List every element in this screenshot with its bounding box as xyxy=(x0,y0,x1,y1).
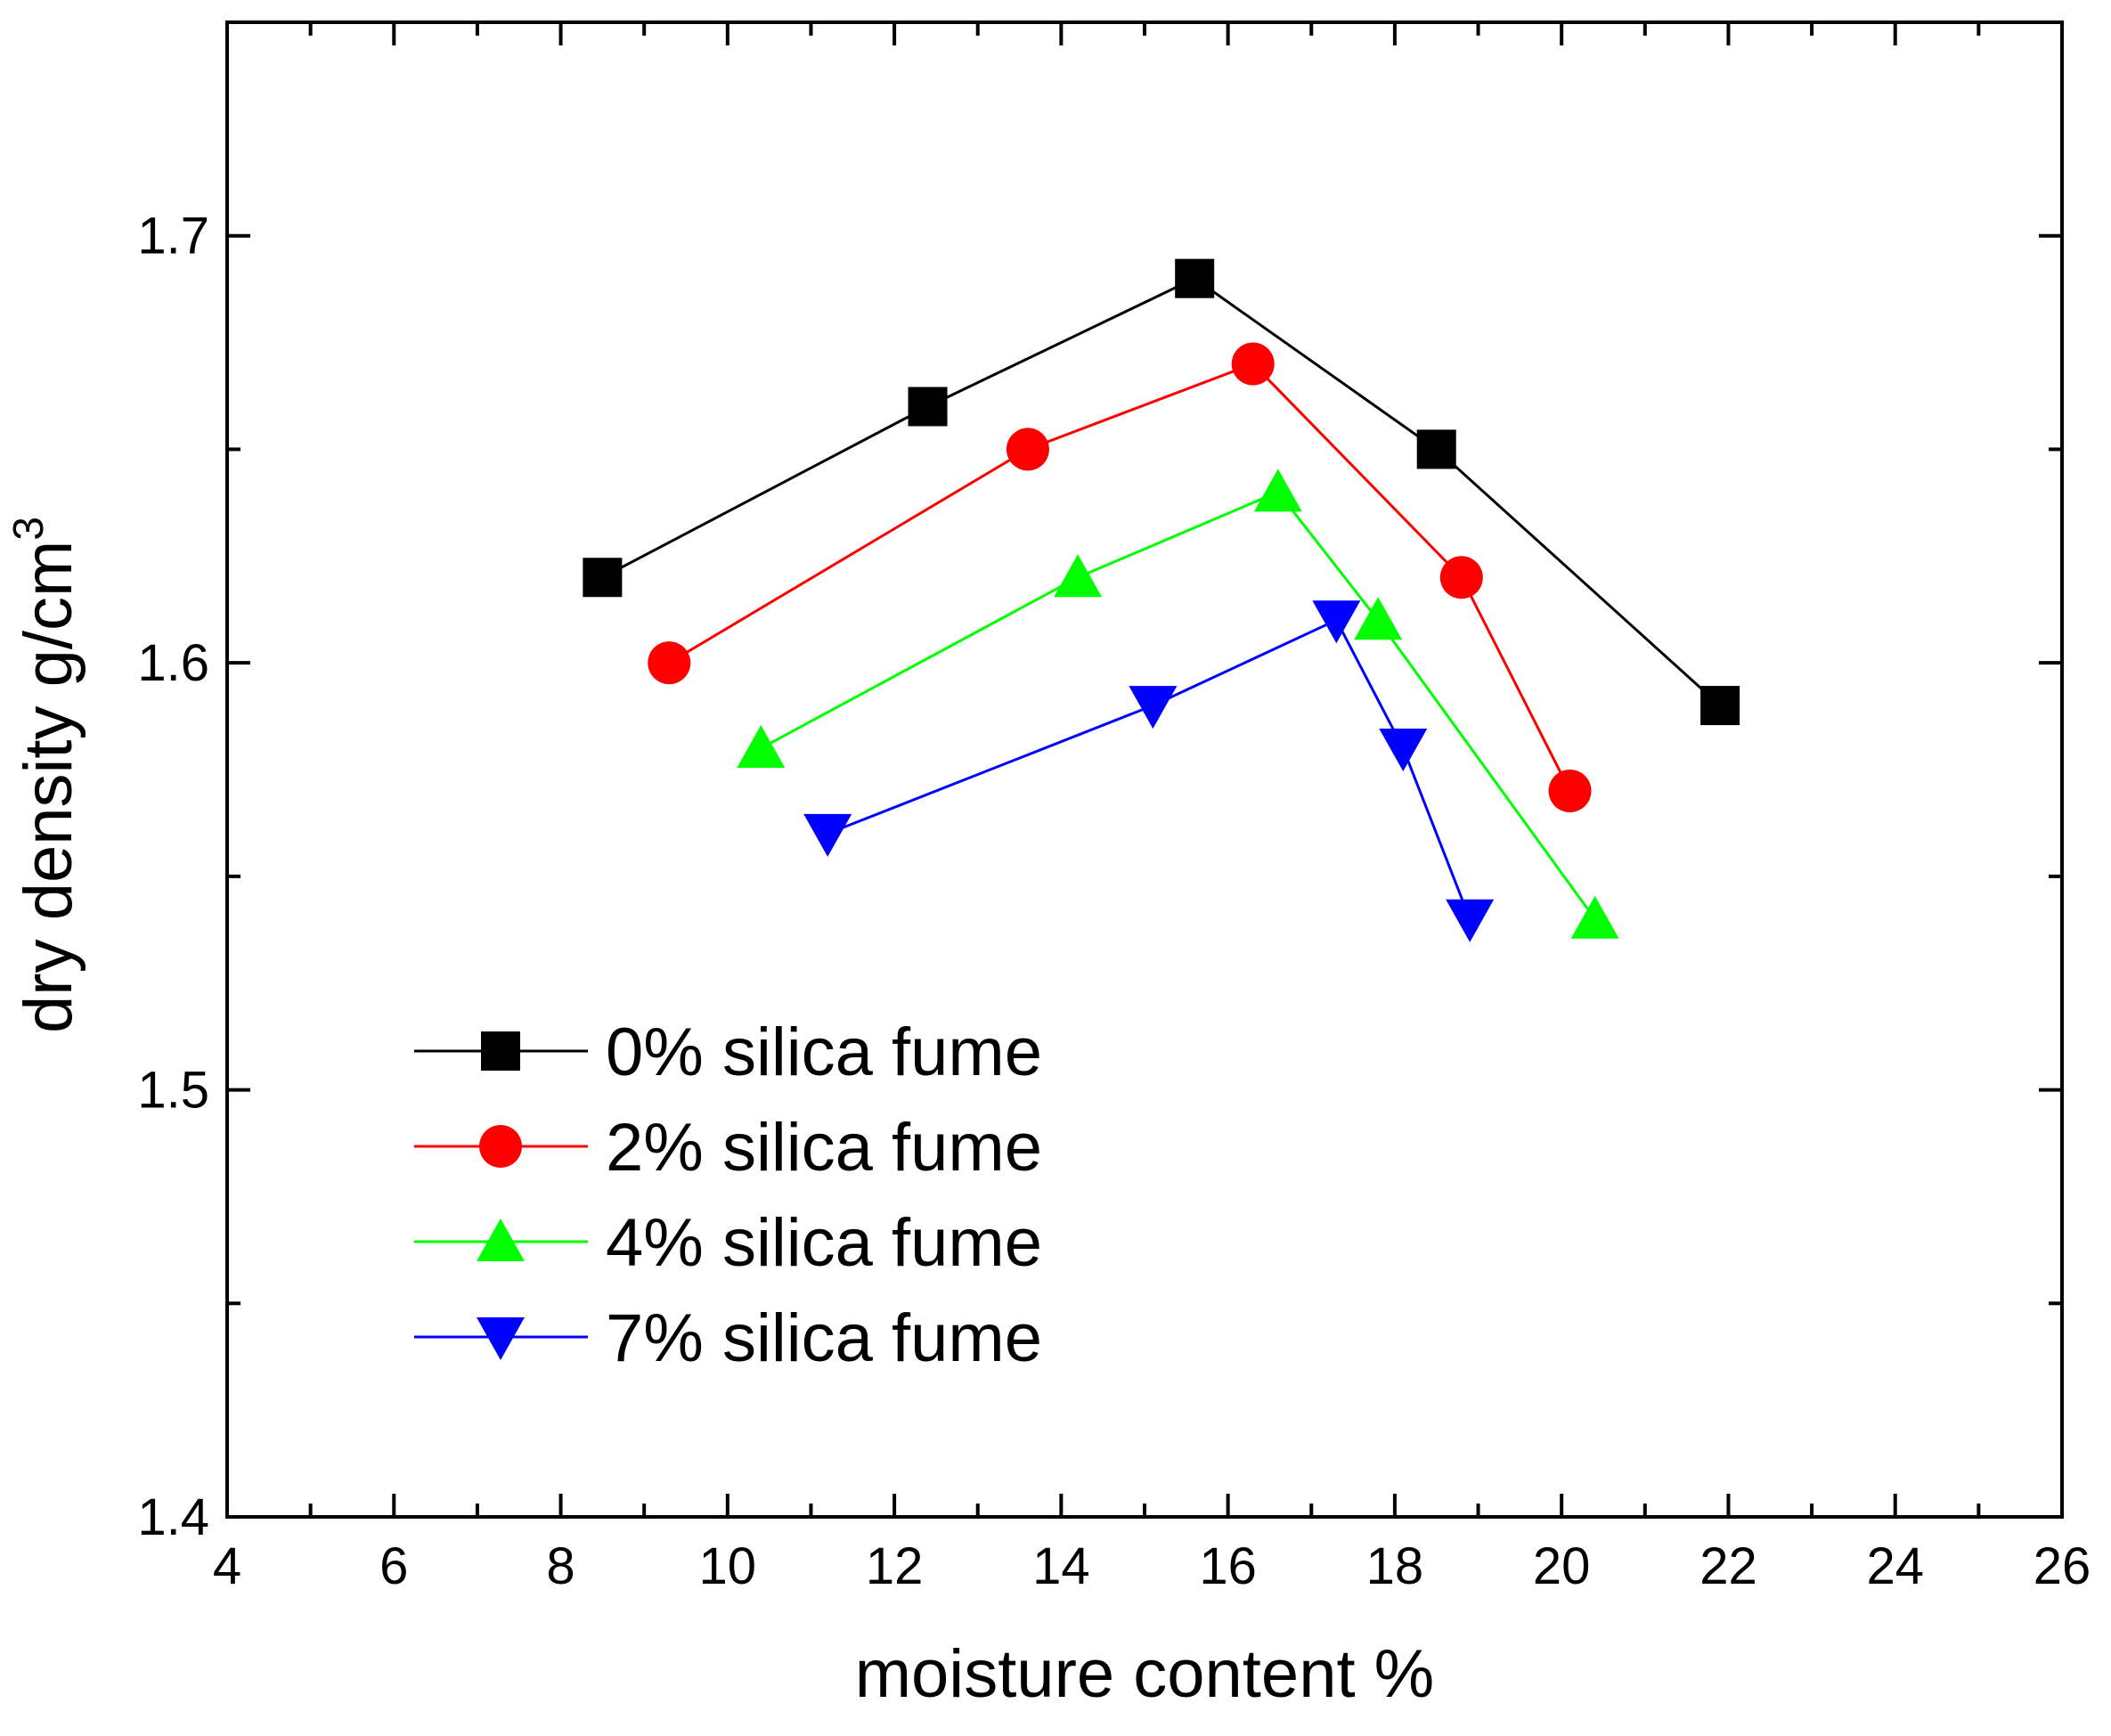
data-point xyxy=(1312,600,1361,644)
x-tick-label: 12 xyxy=(866,1537,924,1595)
series-3 xyxy=(803,600,1495,942)
y-tick-label: 1.7 xyxy=(137,208,209,265)
data-point xyxy=(1439,556,1483,599)
x-tick-label: 24 xyxy=(1866,1537,1924,1595)
x-tick-label: 16 xyxy=(1199,1537,1257,1595)
y-tick-label: 1.6 xyxy=(137,634,209,692)
data-point xyxy=(583,558,623,598)
x-tick-label: 10 xyxy=(699,1537,757,1595)
x-axis-ticks xyxy=(225,22,2064,1517)
x-tick-label: 6 xyxy=(379,1537,408,1595)
y-axis-ticks xyxy=(227,233,2062,1519)
series-layer xyxy=(583,258,1740,942)
data-point xyxy=(908,387,948,427)
data-point xyxy=(1253,469,1302,512)
x-tick-label: 8 xyxy=(546,1537,575,1595)
x-tick-label: 18 xyxy=(1366,1537,1424,1595)
data-point xyxy=(1175,258,1215,298)
data-point xyxy=(1548,769,1592,812)
y-axis-label-superscript: 3 xyxy=(5,517,53,541)
legend-marker xyxy=(477,1317,525,1360)
x-axis-label: moisture content % xyxy=(855,1636,1435,1712)
series-0 xyxy=(583,258,1740,726)
legend-marker xyxy=(479,1125,522,1168)
legend-item: 7% silica fume xyxy=(414,1300,1042,1376)
x-tick-label: 20 xyxy=(1533,1537,1591,1595)
y-axis-label-text: dry density g/cm xyxy=(11,541,86,1033)
data-point xyxy=(1006,428,1049,471)
data-point xyxy=(1054,554,1103,598)
data-point xyxy=(737,725,786,769)
legend-label: 7% silica fume xyxy=(606,1300,1042,1376)
y-tick-label: 1.5 xyxy=(137,1062,209,1120)
x-tick-label: 14 xyxy=(1032,1537,1090,1595)
x-tick-label: 26 xyxy=(2034,1537,2091,1595)
x-axis-tick-labels: 4 6 8 10 12 14 16 18 20 22 24 26 xyxy=(213,1537,2091,1595)
series-1 xyxy=(648,342,1592,812)
x-tick-label: 4 xyxy=(213,1537,241,1595)
data-point xyxy=(1129,686,1178,729)
legend-label: 4% silica fume xyxy=(606,1205,1042,1281)
data-point xyxy=(1446,899,1495,942)
data-point xyxy=(1379,729,1428,772)
legend-item: 0% silica fume xyxy=(414,1015,1042,1090)
legend-item: 2% silica fume xyxy=(414,1110,1042,1186)
legend-marker xyxy=(477,1218,525,1261)
data-point xyxy=(1700,686,1740,726)
legend-item: 4% silica fume xyxy=(414,1205,1042,1281)
legend-label: 0% silica fume xyxy=(606,1015,1042,1090)
legend-label: 2% silica fume xyxy=(606,1110,1042,1186)
data-point xyxy=(1354,597,1403,640)
data-point xyxy=(803,813,852,857)
series-2 xyxy=(737,469,1619,939)
y-tick-label: 1.4 xyxy=(137,1488,209,1546)
data-point xyxy=(1231,342,1275,386)
legend-marker xyxy=(481,1031,520,1071)
data-point xyxy=(1416,429,1456,469)
y-axis-tick-labels: 1.4 1.5 1.6 1.7 xyxy=(137,208,209,1546)
legend: 0% silica fume 2% silica fume 4% silica fu… xyxy=(414,1015,1042,1376)
y-axis-label: dry density g/cm3 xyxy=(5,517,86,1033)
x-tick-label: 22 xyxy=(1699,1537,1757,1595)
data-point xyxy=(648,641,691,685)
data-point xyxy=(1570,895,1619,939)
